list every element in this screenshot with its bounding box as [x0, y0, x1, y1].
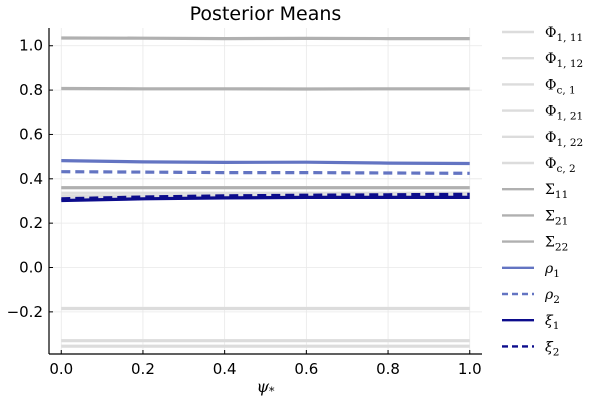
legend-symbol: ξ	[545, 339, 554, 355]
legend-subscript: c, 1	[556, 84, 575, 96]
x-tick-label: 1.0	[458, 360, 482, 378]
legend-label-4: Φ1, 21	[545, 104, 583, 123]
legend-subscript: 11	[555, 189, 568, 201]
legend-symbol: Φ	[545, 104, 556, 120]
grid-lines	[49, 28, 482, 354]
x-tick-label: 0.6	[294, 360, 318, 378]
legend-label-7: Σ11	[545, 182, 568, 201]
x-axis-label-main: ψ	[256, 377, 269, 396]
series-line-10	[61, 159, 470, 166]
legend-label-5: Φ1, 22	[545, 130, 583, 149]
x-axis-label: ψ*	[256, 377, 275, 398]
legend-symbol: ρ	[544, 261, 554, 277]
legend-label-3: Φc, 1	[545, 77, 576, 96]
legend-label-1: Φ1, 11	[545, 25, 583, 44]
legend-subscript: 2	[553, 294, 560, 306]
legend-symbol: Φ	[545, 77, 556, 93]
chart-title: Posterior Means	[190, 3, 342, 25]
series-layer	[61, 36, 470, 348]
legend-symbol: Φ	[545, 156, 556, 172]
x-tick-label: 0.8	[376, 360, 400, 378]
y-tick-label: 0.8	[19, 81, 43, 99]
y-ticks: −0.2 0.0 0.2 0.4 0.6 0.8 1.0	[7, 37, 53, 321]
series-line-7	[61, 36, 470, 41]
legend-symbol: Φ	[545, 25, 556, 41]
x-tick-label: 0.0	[49, 360, 73, 378]
x-tick-label: 0.4	[213, 360, 237, 378]
y-tick-label: 0.2	[19, 214, 43, 232]
legend-subscript: 21	[555, 215, 568, 227]
legend-subscript: 2	[553, 346, 560, 358]
legend-subscript: 1	[553, 268, 560, 280]
series-line-12	[61, 195, 470, 203]
legend-symbol: ξ	[545, 313, 554, 329]
legend-symbol: Σ	[545, 182, 555, 198]
x-tick-label: 0.2	[131, 360, 155, 378]
legend-subscript: 1, 12	[556, 58, 583, 70]
legend-label-8: Σ21	[545, 208, 568, 227]
legend-label-10: ρ1	[544, 261, 560, 280]
y-tick-label: −0.2	[7, 303, 43, 321]
legend-subscript: 1, 11	[556, 32, 583, 44]
legend-subscript: 1, 22	[556, 137, 583, 149]
legend-symbol: Σ	[545, 235, 555, 251]
y-tick-label: 0.0	[19, 259, 43, 277]
legend-label-9: Σ22	[545, 235, 568, 254]
legend-label-6: Φc, 2	[545, 156, 576, 175]
legend-subscript: 1, 21	[556, 111, 583, 123]
y-tick-label: 1.0	[19, 37, 43, 55]
axes	[48, 28, 482, 355]
series-line-8	[61, 86, 470, 91]
legend-subscript: 22	[555, 242, 568, 254]
y-tick-label: 0.4	[19, 170, 43, 188]
legend-subscript: c, 2	[556, 163, 575, 175]
legend-label-12: ξ1	[545, 313, 559, 332]
legend-symbol: ρ	[544, 287, 554, 303]
legend-label-2: Φ1, 12	[545, 51, 583, 70]
legend-subscript: 1	[553, 320, 560, 332]
legend-symbol: Σ	[545, 208, 555, 224]
x-axis-label-sub: *	[269, 385, 275, 398]
series-line-13	[61, 192, 470, 201]
legend-symbol: Φ	[545, 51, 556, 67]
x-ticks: 0.0 0.2 0.4 0.6 0.8 1.0	[49, 350, 482, 378]
y-tick-label: 0.6	[19, 125, 43, 143]
legend-label-13: ξ2	[545, 339, 559, 358]
series-line-11	[61, 170, 470, 175]
legend-label-11: ρ2	[544, 287, 560, 306]
legend-symbol: Φ	[545, 130, 556, 146]
